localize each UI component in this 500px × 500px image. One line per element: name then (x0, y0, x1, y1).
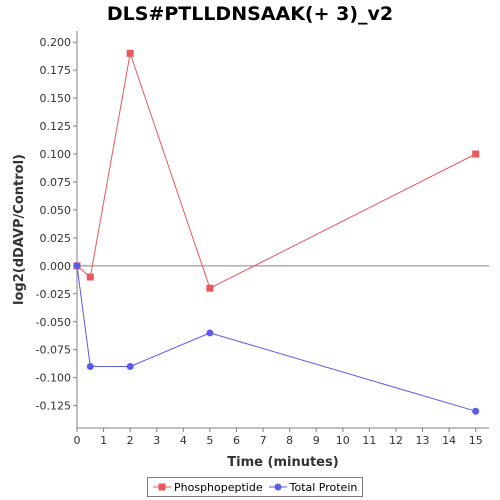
x-tick-label: 15 (469, 434, 483, 447)
legend-label: Total Protein (289, 480, 358, 494)
x-tick-label: 7 (260, 434, 267, 447)
y-tick-label: 0.150 (40, 92, 72, 105)
legend-item: Total Protein (268, 480, 358, 494)
y-tick-label: -0.125 (36, 400, 71, 413)
y-tick-label: -0.100 (36, 372, 71, 385)
data-point (206, 329, 214, 337)
y-tick-label: -0.050 (36, 316, 71, 329)
data-point (472, 150, 480, 158)
y-tick-label: 0.050 (40, 204, 72, 217)
x-tick-label: 6 (233, 434, 240, 447)
chart-title: DLS#PTLLDNSAAK(+ 3)_v2 (106, 3, 394, 25)
x-tick-label: 8 (286, 434, 293, 447)
legend: Phosphopeptide Total Protein (147, 477, 364, 497)
data-point (206, 284, 214, 292)
circle-marker-icon (268, 483, 287, 491)
x-tick-label: 0 (74, 434, 81, 447)
data-point (126, 362, 134, 370)
y-tick-label: 0.100 (40, 148, 72, 161)
x-tick-label: 5 (206, 434, 213, 447)
y-axis-label: log2(dDAVP/Control) (12, 154, 27, 305)
data-point (86, 273, 94, 281)
plot-background (77, 31, 489, 428)
y-tick-label: 0.000 (40, 260, 72, 273)
x-tick-label: 11 (362, 434, 376, 447)
y-tick-label: 0.075 (40, 176, 72, 189)
x-tick-label: 10 (336, 434, 350, 447)
data-point (73, 262, 81, 270)
x-tick-label: 13 (416, 434, 430, 447)
square-marker-icon (153, 483, 171, 491)
y-tick-label: -0.025 (36, 288, 71, 301)
data-point (86, 362, 94, 370)
x-tick-label: 12 (389, 434, 403, 447)
y-tick-label: -0.075 (36, 344, 71, 357)
data-point (472, 407, 480, 415)
x-axis-label: Time (minutes) (227, 455, 338, 470)
legend-item: Phosphopeptide (153, 481, 263, 494)
y-tick-label: 0.125 (40, 120, 72, 133)
x-tick-label: 14 (442, 434, 456, 447)
x-tick-label: 1 (100, 434, 107, 447)
data-point (126, 49, 134, 57)
x-tick-label: 9 (313, 434, 320, 447)
legend-label: Phosphopeptide (174, 480, 263, 494)
y-tick-label: 0.200 (40, 36, 72, 49)
y-tick-label: 0.025 (40, 232, 72, 245)
x-tick-label: 4 (180, 434, 187, 447)
x-tick-label: 3 (153, 434, 160, 447)
x-tick-label: 2 (127, 434, 134, 447)
y-tick-label: 0.175 (40, 64, 72, 77)
plot-area: -0.125 -0.100 -0.075 -0.050 -0.025 0.000 0.025… (12, 31, 489, 470)
